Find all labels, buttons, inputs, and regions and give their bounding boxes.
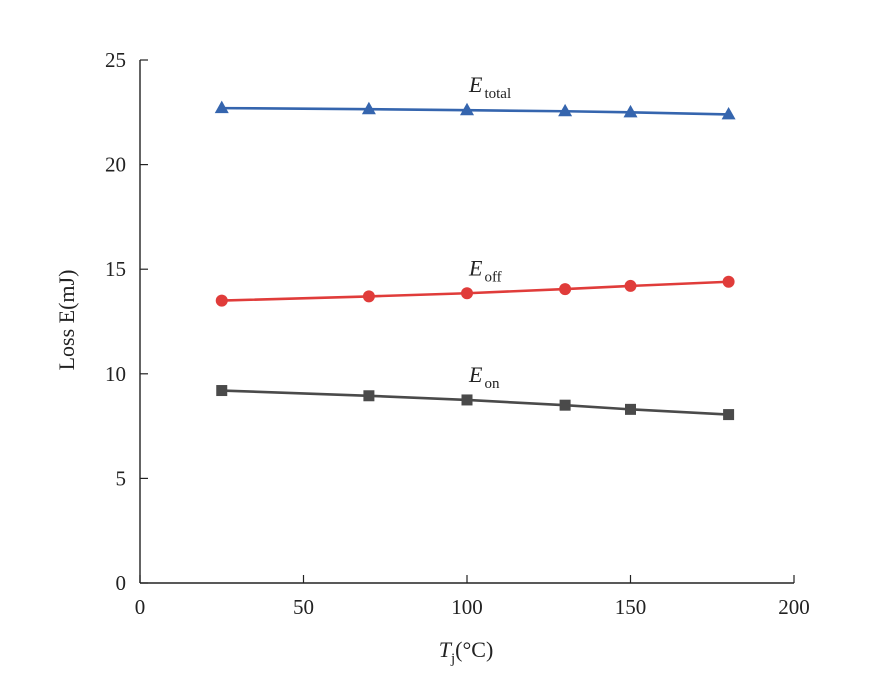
series-on-label-main: E [468,362,483,387]
x-axis-title-rest: (°C) [455,637,493,662]
series-total-point [361,101,376,115]
series-off-point [722,275,735,288]
series-total-line [221,106,729,116]
series-total-point [721,106,736,120]
x-tick-label: 50 [293,595,314,619]
series-total-label-main: E [468,72,483,97]
series-on-point [461,394,473,406]
y-axis-title: Loss E(mJ) [54,270,79,371]
x-tick-label: 200 [778,595,810,619]
y-tick-label: 10 [105,362,126,386]
x-axis-title-main: T [439,637,453,662]
series-total [214,100,736,120]
series-off-label-main: E [468,255,483,280]
series-off-point [559,283,572,296]
x-tick-label: 0 [135,595,146,619]
series-on-point [625,403,636,415]
series-on-point [363,390,375,402]
series-off-point [215,294,228,307]
series-total-point [460,102,474,116]
x-axis-title: Tj(°C) [439,637,494,667]
series-off [215,275,735,307]
y-tick-label: 5 [116,466,127,490]
axes: 0 50 100 150 200 0 5 10 15 20 25 [105,48,810,619]
series-total-label-sub: total [484,86,511,102]
series-total-point [558,103,573,117]
y-tick-label: 20 [105,153,126,177]
series-off-line [221,280,729,302]
series-on-point [723,409,735,421]
series-total-point [214,100,229,114]
series-on-point [216,385,228,397]
series-layer [214,100,736,421]
series-off-label-sub: off [484,269,501,285]
series-on-label-sub: on [484,376,500,392]
series-on-line [221,389,729,416]
y-tick-label: 0 [116,571,127,595]
series-off-point [461,287,473,300]
y-tick-label: 15 [105,257,126,281]
x-tick-label: 100 [451,595,483,619]
series-off-point [624,279,637,292]
x-axis-title-sub: j [450,651,455,667]
series-on [216,385,735,421]
series-off-point [362,290,375,303]
x-tick-label: 150 [615,595,647,619]
series-on-point [559,399,571,411]
series-total-point [623,104,638,118]
y-tick-label: 25 [105,48,126,72]
